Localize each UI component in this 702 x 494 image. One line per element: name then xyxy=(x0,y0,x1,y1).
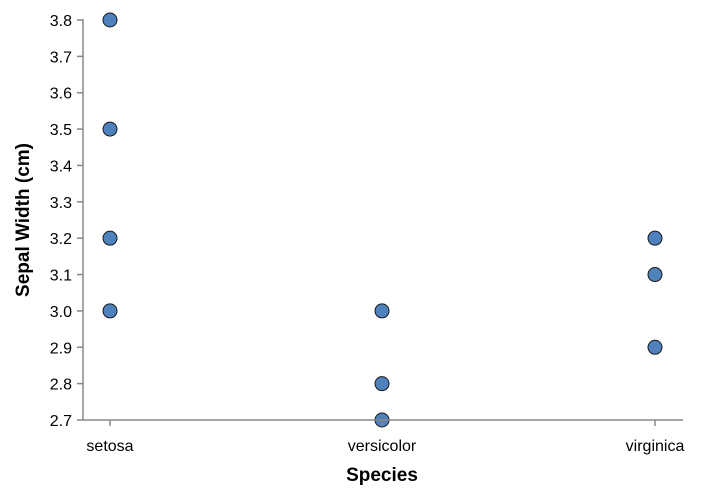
data-point-virginica[interactable] xyxy=(647,230,663,246)
y-tick-label: 2.9 xyxy=(50,340,72,357)
y-tick-label: 3.2 xyxy=(50,231,72,248)
y-tick-label: 2.8 xyxy=(50,377,72,394)
data-point-setosa[interactable] xyxy=(102,303,118,319)
x-tick-label-setosa: setosa xyxy=(86,438,133,455)
x-axis-title: Species xyxy=(346,465,418,486)
y-tick-label: 3.5 xyxy=(50,122,72,139)
y-tick-label: 3.3 xyxy=(50,195,72,212)
y-axis-title: Sepal Width (cm) xyxy=(13,143,34,297)
x-tick-label-versicolor: versicolor xyxy=(348,438,417,455)
y-tick-label: 3.4 xyxy=(50,158,72,175)
y-tick-label: 3.8 xyxy=(50,13,72,30)
data-point-setosa[interactable] xyxy=(102,12,118,28)
data-point-virginica[interactable] xyxy=(647,267,663,283)
data-point-setosa[interactable] xyxy=(102,121,118,137)
data-point-versicolor[interactable] xyxy=(374,376,390,392)
y-tick-label: 3.7 xyxy=(50,49,72,66)
y-tick-label: 3.1 xyxy=(50,268,72,285)
data-point-versicolor[interactable] xyxy=(374,303,390,319)
plot-area xyxy=(102,12,663,428)
x-tick-label-virginica: virginica xyxy=(626,438,685,455)
y-tick-label: 3.6 xyxy=(50,86,72,103)
x-axis-ticks: setosa versicolor virginica xyxy=(86,420,684,455)
y-tick-label: 3.0 xyxy=(50,304,72,321)
y-tick-label: 2.7 xyxy=(50,413,72,430)
data-point-virginica[interactable] xyxy=(647,339,663,355)
y-axis-ticks: 2.7 2.8 2.9 3.0 3.1 3.2 3.3 3.4 3.5 3.6 3.7 3.8 xyxy=(50,13,83,430)
data-point-setosa[interactable] xyxy=(102,230,118,246)
